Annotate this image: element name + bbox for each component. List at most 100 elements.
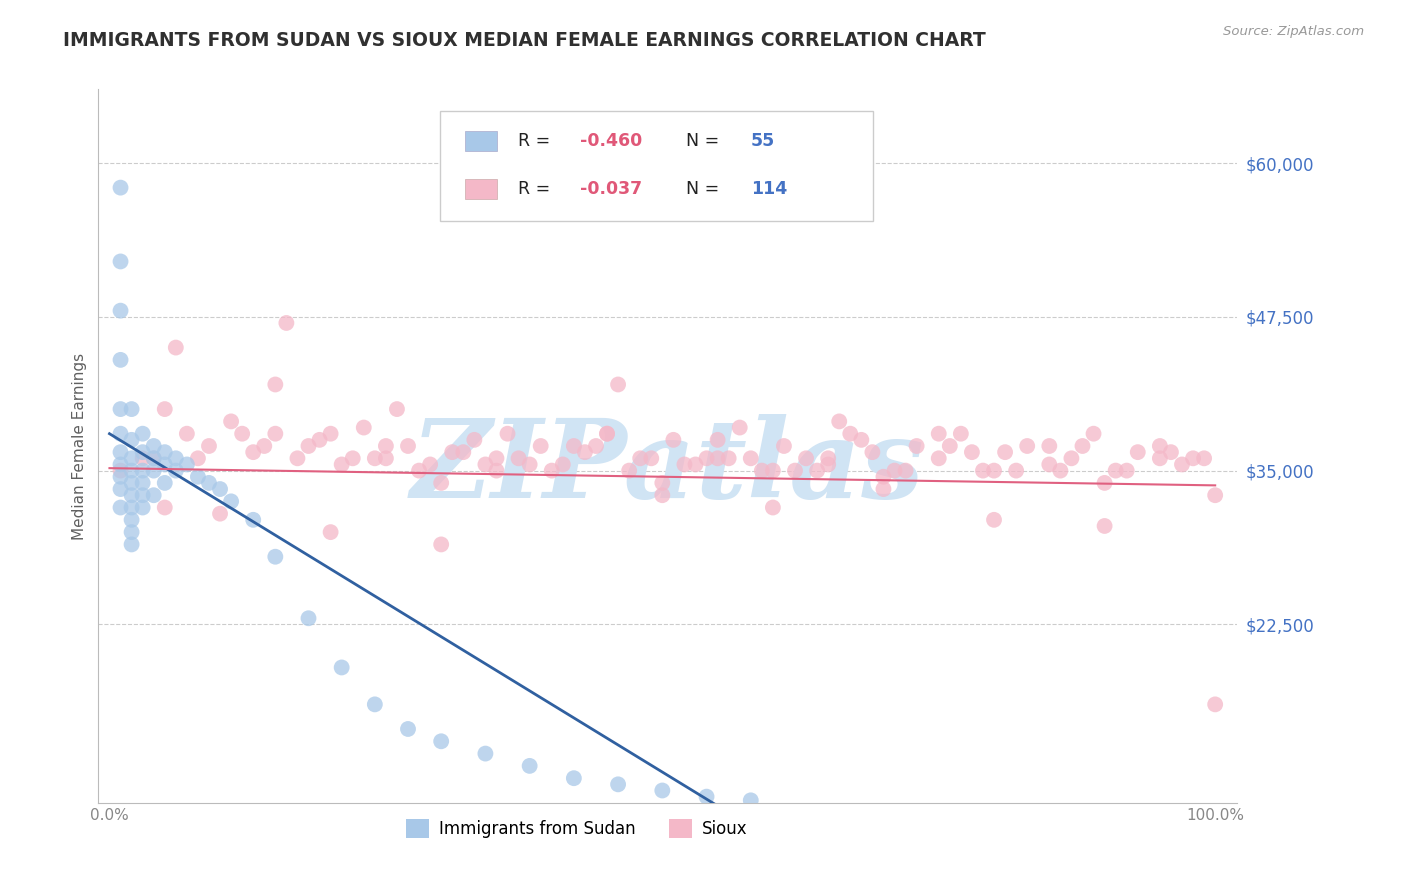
Point [121,475,143,490]
Point [165,341,187,355]
Point [209,507,232,521]
Point [364,451,387,466]
Point [651,488,673,502]
Point [685,458,707,472]
Point [374,439,396,453]
Text: 55: 55 [751,132,775,150]
Point [1060,451,1083,466]
Point [1126,445,1149,459]
Point [872,469,894,483]
Text: Source: ZipAtlas.com: Source: ZipAtlas.com [1223,25,1364,38]
Point [651,475,673,490]
Point [839,426,862,441]
Point [928,426,950,441]
Text: N =: N = [686,180,725,198]
Text: -0.460: -0.460 [581,132,643,150]
Point [110,482,132,496]
Point [287,451,309,466]
Point [430,734,453,748]
Point [851,433,873,447]
Point [408,464,430,478]
Point [762,464,785,478]
Point [1038,439,1060,453]
Point [153,445,176,459]
Point [430,537,453,551]
Point [242,513,264,527]
Point [131,488,153,502]
Point [142,488,165,502]
Point [928,451,950,466]
Point [740,793,762,807]
Point [121,464,143,478]
Point [110,469,132,483]
Point [319,525,342,540]
Point [453,445,475,459]
Point [939,439,962,453]
Point [110,254,132,268]
Point [872,482,894,496]
Point [110,458,132,472]
Point [441,445,464,459]
Point [198,439,221,453]
Point [530,439,553,453]
Point [519,458,541,472]
Point [276,316,298,330]
Point [1094,519,1116,533]
Point [562,771,585,785]
Point [607,377,630,392]
Point [496,426,519,441]
Point [330,660,353,674]
Point [1192,451,1215,466]
Point [187,469,209,483]
Point [960,445,983,459]
Point [142,451,165,466]
Point [1017,439,1039,453]
Text: R =: R = [517,180,555,198]
Point [110,445,132,459]
Point [297,439,319,453]
Point [153,500,176,515]
FancyBboxPatch shape [465,179,498,199]
Point [209,482,232,496]
Text: N =: N = [686,132,725,150]
Point [121,513,143,527]
FancyBboxPatch shape [440,111,873,221]
Point [231,426,253,441]
Point [628,451,651,466]
Legend: Immigrants from Sudan, Sioux: Immigrants from Sudan, Sioux [399,812,755,845]
Text: 114: 114 [751,180,787,198]
Point [485,464,508,478]
Point [817,458,839,472]
Point [153,402,176,417]
Point [762,500,785,515]
Point [142,464,165,478]
Point [596,426,619,441]
Point [1115,464,1137,478]
Point [121,500,143,515]
Point [131,464,153,478]
Point [121,451,143,466]
Point [751,464,773,478]
Point [308,433,330,447]
Point [385,402,408,417]
Point [342,451,364,466]
Point [1160,445,1182,459]
Point [485,451,508,466]
Point [696,451,718,466]
Point [110,180,132,194]
Point [585,439,607,453]
Point [574,445,596,459]
Point [508,451,530,466]
Point [463,433,485,447]
Point [662,433,685,447]
Point [1071,439,1094,453]
Point [640,451,662,466]
Point [783,464,806,478]
Point [728,420,751,434]
Point [617,464,640,478]
Point [773,439,796,453]
Point [253,439,276,453]
Point [121,525,143,540]
Point [794,451,817,466]
Point [1204,488,1226,502]
